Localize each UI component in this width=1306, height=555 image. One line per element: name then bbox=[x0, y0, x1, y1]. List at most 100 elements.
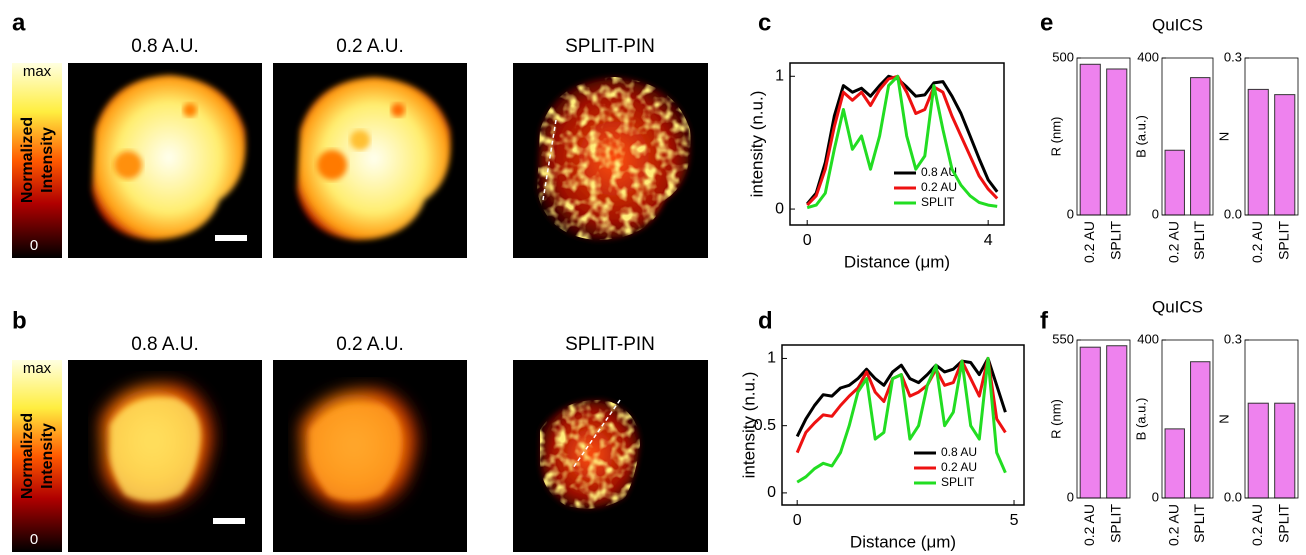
colorbar-min: 0 bbox=[30, 237, 38, 254]
plot-frame bbox=[1161, 57, 1214, 216]
chart-title: QuICS bbox=[1152, 15, 1203, 34]
x-tick-label: SPLIT bbox=[1191, 221, 1207, 260]
y-axis-label: N bbox=[1216, 132, 1231, 141]
chart-title: QuICS bbox=[1152, 297, 1203, 316]
x-tick-label: 0.2 AU bbox=[1165, 221, 1181, 263]
legend-label: SPLIT bbox=[941, 475, 975, 489]
legend-label: SPLIT bbox=[921, 195, 955, 209]
y-tick-label: 400 bbox=[1137, 49, 1159, 64]
line-series bbox=[806, 74, 999, 207]
line-series bbox=[806, 74, 998, 210]
plot-frame bbox=[1244, 57, 1299, 216]
y-tick-label: 0 bbox=[1067, 206, 1074, 221]
legend-label: 0.2 AU bbox=[921, 180, 957, 194]
panel-label: b bbox=[12, 307, 27, 334]
scale-bar bbox=[215, 235, 247, 241]
x-tick-label: 0.2 AU bbox=[1165, 504, 1181, 546]
x-tick-label: SPLIT bbox=[1275, 504, 1291, 543]
plot-frame bbox=[1076, 339, 1131, 499]
image-title: SPLIT-PIN bbox=[565, 334, 655, 355]
image-title: SPLIT-PIN bbox=[565, 36, 655, 57]
x-tick-label: SPLIT bbox=[1107, 504, 1123, 543]
plot-frame bbox=[1076, 57, 1131, 216]
y-tick-label: 0.0 bbox=[1224, 206, 1242, 221]
y-tick-label: 0 bbox=[1067, 489, 1074, 504]
panel-label: d bbox=[758, 307, 773, 334]
bar bbox=[1190, 77, 1211, 216]
image-title: 0.8 A.U. bbox=[131, 36, 199, 57]
scale-bar bbox=[213, 518, 245, 524]
micrograph bbox=[273, 63, 467, 258]
bar bbox=[1106, 68, 1128, 216]
colorbar-max: max bbox=[23, 360, 52, 377]
panel-label: e bbox=[1040, 9, 1053, 36]
plot-frame bbox=[789, 62, 1005, 226]
colorbar-label: Normalized bbox=[19, 413, 36, 499]
y-axis-label: R (nm) bbox=[1048, 399, 1063, 439]
x-tick-label: 0.2 AU bbox=[1249, 504, 1265, 546]
bar bbox=[1079, 346, 1101, 499]
x-axis-label: Distance (μm) bbox=[850, 532, 956, 551]
micrograph bbox=[513, 63, 708, 258]
y-tick-label: 0 bbox=[1152, 489, 1159, 504]
y-tick-label: 0.5 bbox=[754, 417, 776, 434]
bar bbox=[1274, 402, 1296, 499]
y-axis-label: intensity (n.u.) bbox=[739, 372, 758, 479]
line-series bbox=[796, 356, 1007, 484]
legend-label: 0.8 AU bbox=[941, 445, 977, 459]
image-title: 0.8 A.U. bbox=[131, 334, 199, 355]
x-tick-label: 0.2 AU bbox=[1081, 221, 1097, 263]
micrograph bbox=[513, 360, 708, 552]
colorbar-label: Intensity bbox=[39, 423, 56, 489]
x-tick-label: 5 bbox=[1010, 512, 1019, 529]
panel-label: a bbox=[12, 9, 26, 36]
colorbar-label: Normalized bbox=[19, 117, 36, 203]
x-tick-label: 0.2 AU bbox=[1081, 504, 1097, 546]
x-tick-label: 0 bbox=[803, 232, 812, 249]
panel-label: f bbox=[1040, 307, 1049, 334]
colorbar-gradient bbox=[12, 360, 62, 552]
colorbar: max 0 Normalized Intensity bbox=[12, 360, 62, 552]
x-tick-label: SPLIT bbox=[1275, 221, 1291, 260]
y-tick-label: 1 bbox=[775, 67, 784, 84]
y-axis-label: R (nm) bbox=[1048, 117, 1063, 157]
y-axis-label: B (a.u.) bbox=[1133, 398, 1148, 441]
colorbar-gradient bbox=[12, 63, 62, 258]
colorbar-max: max bbox=[23, 63, 52, 80]
legend-label: 0.8 AU bbox=[921, 165, 957, 179]
colorbar: max 0 Normalized Intensity bbox=[12, 63, 62, 258]
y-tick-label: 0.3 bbox=[1224, 49, 1242, 64]
bar bbox=[1079, 63, 1101, 216]
plot-frame bbox=[1244, 339, 1299, 499]
image-title: 0.2 A.U. bbox=[336, 36, 404, 57]
bar bbox=[1247, 402, 1269, 499]
bar bbox=[1164, 149, 1185, 216]
bar bbox=[1274, 94, 1296, 216]
colorbar-label: Intensity bbox=[39, 127, 56, 193]
y-axis-label: N bbox=[1216, 414, 1231, 423]
y-axis-label: B (a.u.) bbox=[1133, 115, 1148, 158]
y-tick-label: 0.0 bbox=[1224, 489, 1242, 504]
bar bbox=[1164, 428, 1185, 499]
legend-label: 0.2 AU bbox=[941, 460, 977, 474]
plot-frame bbox=[1161, 339, 1214, 499]
y-tick-label: 400 bbox=[1137, 331, 1159, 346]
x-tick-label: SPLIT bbox=[1107, 221, 1123, 260]
y-tick-label: 550 bbox=[1052, 331, 1074, 346]
bar bbox=[1190, 361, 1211, 499]
y-tick-label: 500 bbox=[1052, 49, 1074, 64]
x-tick-label: 4 bbox=[984, 232, 993, 249]
colorbar-min: 0 bbox=[30, 531, 38, 548]
panel-label: c bbox=[758, 9, 771, 36]
y-axis-label: intensity (n.u.) bbox=[747, 91, 766, 198]
y-tick-label: 0 bbox=[767, 484, 776, 501]
line-series bbox=[795, 356, 1007, 438]
y-tick-label: 0 bbox=[1152, 206, 1159, 221]
bar bbox=[1106, 345, 1128, 499]
plot-frame bbox=[781, 344, 1025, 506]
image-title: 0.2 A.U. bbox=[336, 334, 404, 355]
y-tick-label: 0.3 bbox=[1224, 331, 1242, 346]
micrograph bbox=[68, 360, 262, 552]
line-series bbox=[795, 356, 1007, 454]
